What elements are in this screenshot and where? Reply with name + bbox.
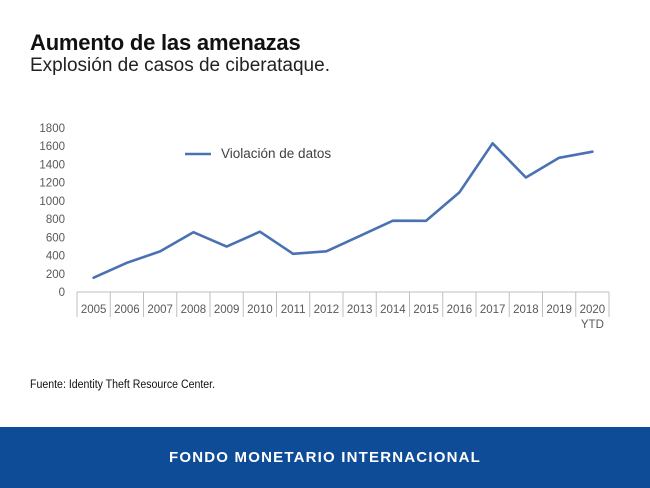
x-tick-label: 2014 bbox=[380, 304, 406, 316]
y-tick-label: 1200 bbox=[39, 178, 65, 190]
footer-banner: FONDO MONETARIO INTERNACIONAL bbox=[0, 427, 650, 488]
x-tick-label: YTD bbox=[581, 319, 604, 331]
footer-label: FONDO MONETARIO INTERNACIONAL bbox=[168, 449, 481, 466]
legend-label: Violación de datos bbox=[221, 146, 331, 161]
source-note: Fuente: Identity Theft Resource Center. bbox=[30, 379, 216, 391]
y-tick-label: 0 bbox=[59, 287, 65, 299]
x-tick-label: 2013 bbox=[347, 304, 373, 316]
x-tick-label: 2020 bbox=[580, 304, 606, 316]
x-tick-label: 2011 bbox=[281, 304, 306, 316]
y-tick-label: 600 bbox=[46, 232, 65, 244]
x-tick-label: 2012 bbox=[314, 304, 340, 316]
y-tick-label: 400 bbox=[46, 251, 65, 263]
x-tick-label: 2018 bbox=[513, 304, 539, 316]
chart-subtitle: Explosión de casos de ciberataque. bbox=[30, 55, 330, 76]
chart-title: Aumento de las amenazas bbox=[30, 30, 301, 55]
y-tick-label: 1000 bbox=[39, 196, 65, 208]
y-tick-label: 1400 bbox=[39, 159, 65, 171]
y-tick-label: 1600 bbox=[39, 141, 65, 153]
x-tick-label: 2009 bbox=[214, 304, 240, 316]
y-tick-label: 800 bbox=[46, 214, 65, 226]
x-tick-label: 2007 bbox=[147, 304, 173, 316]
y-tick-label: 1800 bbox=[39, 123, 65, 135]
x-tick-label: 2017 bbox=[480, 304, 506, 316]
x-tick-label: 2010 bbox=[247, 304, 273, 316]
x-tick-label: 2008 bbox=[181, 304, 207, 316]
x-tick-label: 2005 bbox=[81, 304, 107, 316]
x-tick-label: 2015 bbox=[413, 304, 439, 316]
y-tick-label: 200 bbox=[46, 269, 65, 281]
x-tick-label: 2006 bbox=[114, 304, 140, 316]
x-tick-label: 2019 bbox=[546, 304, 572, 316]
x-tick-label: 2016 bbox=[447, 304, 473, 316]
series-line bbox=[92, 142, 594, 280]
line-chart: 0 200 400 600 800 1000 1200 1400 1600 1800 2005 200… bbox=[39, 123, 610, 331]
